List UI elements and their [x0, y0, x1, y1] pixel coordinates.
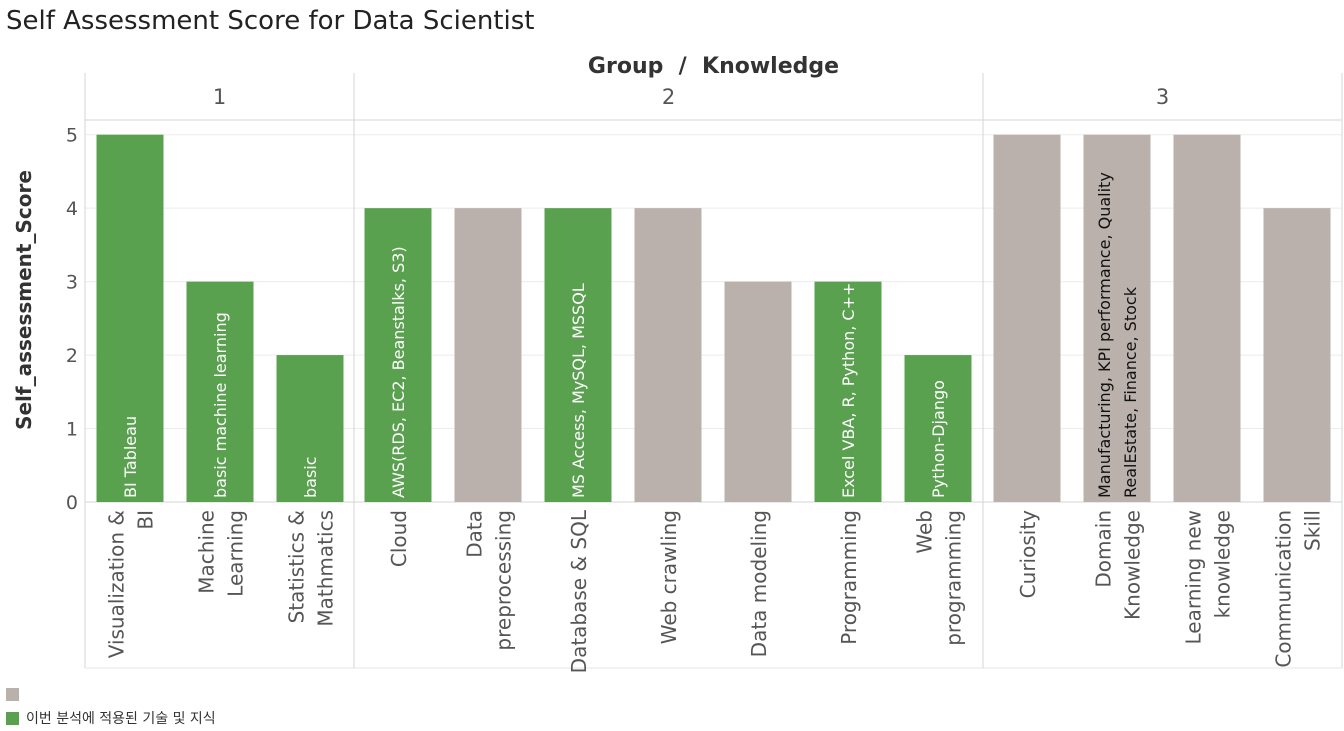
bar-curiosity: [993, 134, 1061, 502]
bar-label-statistics-mathmatics-1: basic: [301, 456, 320, 498]
category-label-domain-knowledge-1: Domain: [1092, 510, 1116, 588]
category-label-visualization-bi-2: BI: [134, 510, 158, 530]
y-tick-label-4: 4: [66, 198, 78, 220]
legend-swatch-applied: [6, 711, 19, 725]
category-label-visualization-bi-1: Visualization &: [105, 510, 129, 658]
bar-label-domain-knowledge-2: RealEstate, Finance, Stock: [1121, 286, 1140, 498]
chart-title: Self Assessment Score for Data Scientist: [6, 6, 535, 36]
bar-label-web-programming-1: Python-Django: [929, 380, 948, 498]
bar-data-preprocessing: [454, 208, 522, 502]
y-tick-label-0: 0: [66, 492, 78, 514]
category-label-machine-learning-2: Learning: [224, 510, 248, 597]
group-label-3: 3: [1156, 85, 1169, 109]
bar-database-sql: [544, 208, 612, 502]
bar-learning-new-knowledge: [1173, 134, 1241, 502]
bar-web-crawling: [634, 208, 702, 502]
y-axis-title: Self_assessment_Score: [12, 170, 36, 430]
category-label-domain-knowledge-2: Knowledge: [1121, 510, 1145, 620]
bar-programming: [814, 281, 882, 502]
group-label-1: 1: [213, 85, 226, 109]
category-label-communication-skill-2: Skill: [1301, 510, 1325, 551]
legend-swatch-other: [6, 687, 19, 701]
category-label-data-modeling-1: Data modeling: [747, 510, 771, 657]
bar-statistics-mathmatics: [276, 355, 344, 502]
bar-data-modeling: [724, 281, 792, 502]
bar-cloud: [364, 208, 432, 502]
bar-communication-skill: [1263, 208, 1331, 502]
category-label-web-crawling-1: Web crawling: [657, 510, 681, 644]
legend-item-applied[interactable]: 이번 분석에 적용된 기술 및 지식: [6, 706, 216, 730]
bar-domain-knowledge: [1083, 134, 1151, 502]
category-label-database-sql-1: Database & SQL: [567, 509, 591, 673]
bar-label-machine-learning-1: basic machine learning: [211, 312, 230, 498]
y-tick-label-2: 2: [66, 345, 78, 367]
bar-label-database-sql-1: MS Access, MySQL, MSSQL: [569, 283, 588, 498]
bar-label-visualization-bi-1: BI Tableau: [121, 416, 140, 498]
category-label-programming-1: Programming: [837, 510, 861, 645]
category-label-machine-learning-1: Machine: [195, 510, 219, 594]
bar-label-programming-1: Excel VBA, R, Python, C++: [839, 283, 858, 498]
y-tick-label-5: 5: [66, 125, 78, 147]
legend-item-other[interactable]: [6, 682, 216, 706]
y-tick-label-3: 3: [66, 272, 78, 294]
bar-label-domain-knowledge-1: Manufacturing, KPI performance, Quality: [1095, 172, 1114, 498]
header-title: Group / Knowledge: [588, 54, 839, 79]
legend: 이번 분석에 적용된 기술 및 지식: [6, 682, 216, 730]
group-label-2: 2: [662, 85, 675, 109]
bar-label-cloud-1: AWS(RDS, EC2, Beanstalks, S3): [389, 246, 408, 498]
category-label-communication-skill-1: Communication: [1272, 510, 1296, 668]
category-label-statistics-mathmatics-1: Statistics &: [285, 510, 309, 623]
category-label-cloud-1: Cloud: [387, 510, 411, 567]
category-label-web-programming-1: Web: [913, 510, 937, 554]
category-label-data-preprocessing-1: Data: [463, 510, 487, 558]
category-label-data-preprocessing-2: preprocessing: [492, 510, 516, 651]
category-label-learning-new-knowledge-2: knowledge: [1211, 510, 1235, 618]
bar-machine-learning: [186, 281, 254, 502]
category-label-statistics-mathmatics-2: Mathmatics: [314, 510, 338, 627]
bar-visualization-bi: [96, 134, 164, 502]
category-label-learning-new-knowledge-1: Learning new: [1182, 510, 1206, 645]
bar-web-programming: [904, 355, 972, 502]
legend-label-applied: 이번 분석에 적용된 기술 및 지식: [26, 711, 216, 727]
category-label-web-programming-2: programming: [942, 510, 966, 646]
category-label-curiosity-1: Curiosity: [1016, 510, 1040, 598]
y-tick-label-1: 1: [66, 419, 78, 441]
